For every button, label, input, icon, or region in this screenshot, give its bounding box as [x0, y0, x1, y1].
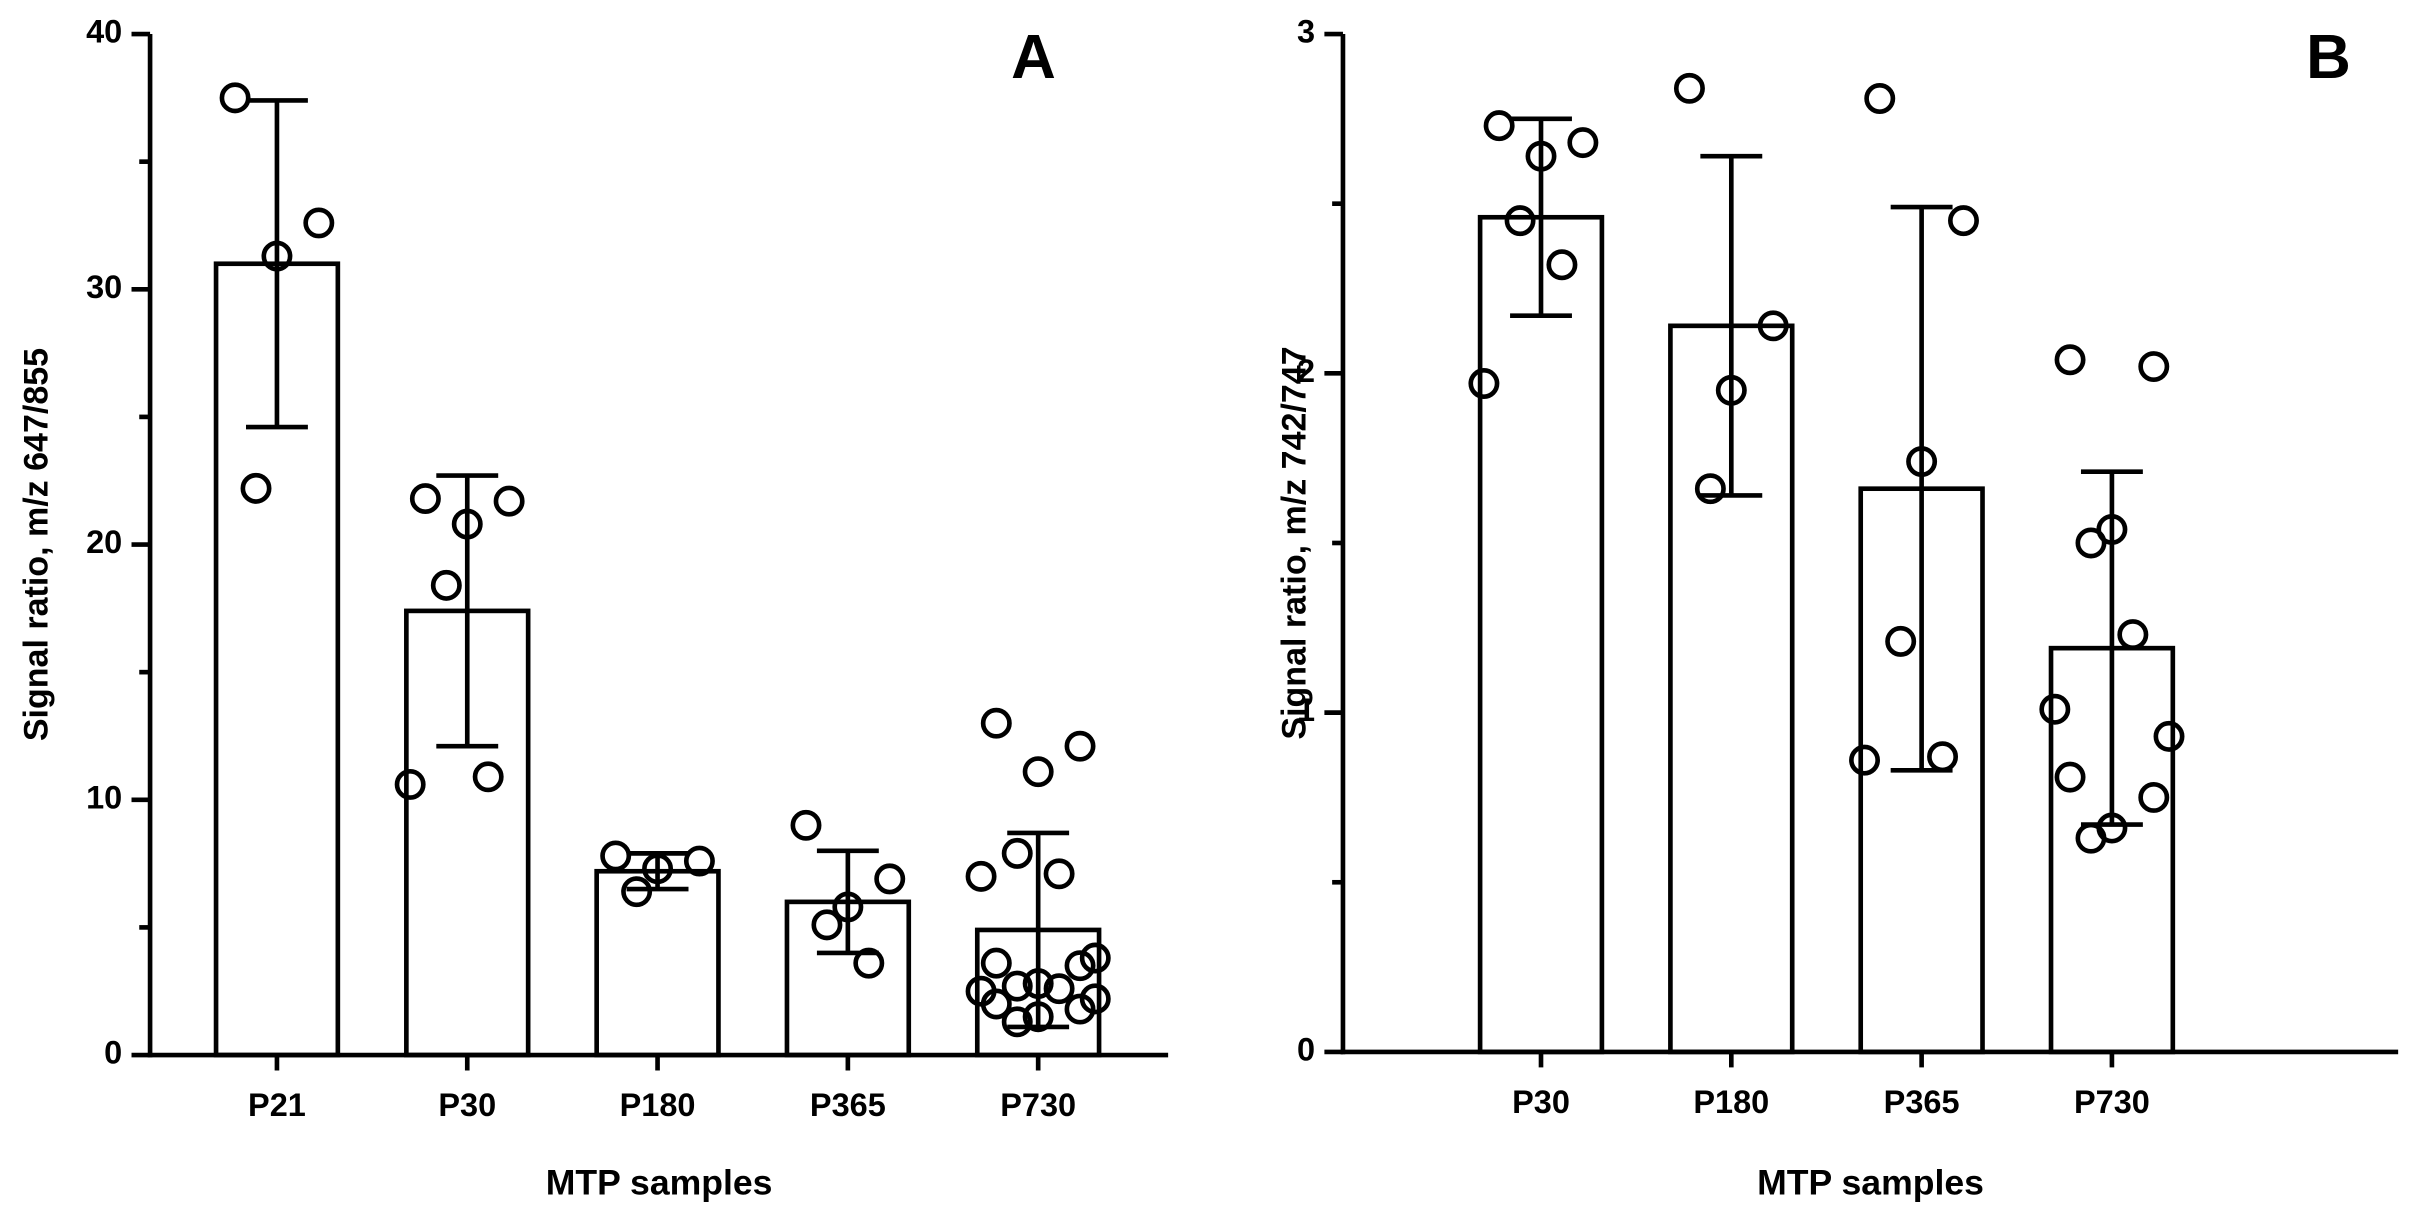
y-tick-label: 1 [1297, 692, 1315, 728]
data-point [472, 761, 504, 793]
data-point [2054, 761, 2086, 793]
bar [594, 868, 721, 1058]
data-point [1022, 968, 1054, 1000]
data-point [1079, 942, 1111, 974]
data-point [1849, 744, 1880, 776]
data-point [853, 947, 885, 979]
x-tick-label: P21 [248, 1087, 306, 1123]
data-point [980, 988, 1012, 1020]
data-point [2054, 344, 2086, 376]
y-tick-label: 30 [86, 269, 122, 305]
data-point [493, 485, 525, 517]
y-tick-label: 3 [1297, 14, 1315, 50]
data-point [219, 82, 251, 114]
data-point [1064, 950, 1096, 982]
data-point [1927, 741, 1959, 773]
data-point [1885, 625, 1917, 657]
data-point [642, 853, 674, 885]
data-point [394, 768, 426, 800]
data-point [2075, 527, 2107, 559]
data-point [1001, 1006, 1033, 1038]
data-point [2138, 781, 2170, 813]
panel-label: A [1011, 23, 1056, 92]
x-tick-label: P30 [1512, 1084, 1570, 1120]
x-tick-label: P180 [620, 1087, 696, 1123]
x-tick-label: P730 [2074, 1084, 2150, 1120]
data-point [1468, 368, 1500, 399]
x-tick-label: P730 [1000, 1087, 1076, 1123]
data-point [1064, 993, 1096, 1025]
data-point [1567, 127, 1599, 159]
data-point [1064, 730, 1096, 762]
data-point [1022, 1001, 1054, 1033]
data-point [1906, 446, 1938, 478]
y-tick-label: 0 [1297, 1032, 1315, 1068]
data-point [451, 508, 483, 540]
y-axis-label: Signal ratio, m/z 647/855 [18, 348, 56, 741]
data-point [2075, 822, 2107, 854]
y-tick-label: 20 [86, 524, 122, 560]
data-point [1483, 110, 1515, 142]
data-point [1864, 83, 1896, 114]
data-point [1043, 973, 1075, 1005]
data-point [965, 860, 997, 892]
data-point [1043, 858, 1075, 890]
data-point [2138, 351, 2170, 383]
data-point [811, 909, 843, 941]
data-point [1948, 205, 1979, 237]
data-point [303, 207, 335, 239]
data-point [2117, 619, 2149, 651]
data-point [409, 483, 441, 515]
data-point [1673, 72, 1705, 104]
x-tick-label: P365 [1884, 1084, 1960, 1120]
data-point [980, 707, 1012, 739]
data-point [790, 809, 822, 841]
data-point [240, 472, 272, 504]
data-point [683, 845, 715, 877]
data-point [1001, 970, 1033, 1002]
data-point [1001, 837, 1033, 869]
data-point [2096, 513, 2128, 545]
y-tick-label: 2 [1297, 353, 1315, 389]
data-point [621, 876, 653, 908]
data-point [2039, 693, 2071, 725]
x-tick-label: P180 [1693, 1084, 1769, 1120]
data-point [261, 240, 293, 272]
data-point [430, 569, 462, 601]
data-point [1525, 140, 1557, 172]
data-point [1757, 310, 1789, 342]
data-point [980, 947, 1012, 979]
x-axis-label: MTP samples [1757, 1162, 1984, 1202]
data-point [600, 840, 632, 872]
x-tick-label: P365 [810, 1087, 886, 1123]
y-tick-label: 10 [86, 779, 122, 815]
data-point [874, 863, 906, 895]
data-point [2153, 720, 2185, 752]
y-tick-label: 40 [86, 14, 122, 50]
data-point [1546, 249, 1578, 281]
panel-label: B [2306, 23, 2351, 92]
x-tick-label: P30 [438, 1087, 496, 1123]
data-point [1715, 374, 1747, 406]
bar [1477, 214, 1605, 1055]
y-axis-label: Signal ratio, m/z 742/747 [1276, 346, 1314, 739]
data-point [1079, 983, 1111, 1015]
x-axis-label: MTP samples [546, 1162, 773, 1202]
y-tick-label: 0 [104, 1035, 122, 1071]
data-point [1022, 756, 1054, 788]
data-point [832, 891, 864, 923]
data-point [1504, 205, 1536, 237]
data-point [1694, 473, 1726, 505]
